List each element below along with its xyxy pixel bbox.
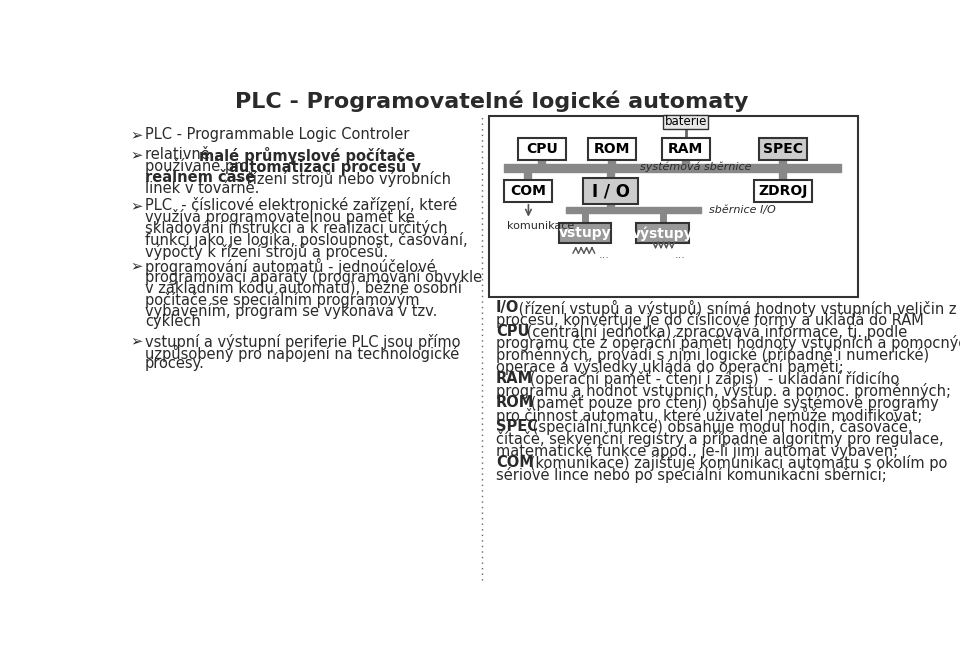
Bar <box>504 180 552 202</box>
Text: I / O: I / O <box>591 182 630 200</box>
Text: komunikace: komunikace <box>507 221 574 231</box>
Text: COM: COM <box>496 455 534 470</box>
Text: programovací aparáty (programování obvykle: programovací aparáty (programování obvyk… <box>145 269 482 285</box>
Bar <box>758 138 806 160</box>
Text: cyklech: cyklech <box>145 314 201 329</box>
Text: systémová sběrnice: systémová sběrnice <box>639 162 751 173</box>
Text: linek v továrně.: linek v továrně. <box>145 181 259 196</box>
Text: čítače, sekvenční registry a případně algoritmy pro regulace,: čítače, sekvenční registry a případně al… <box>496 431 944 447</box>
Text: skladování instrukcí a k realizaci určitých: skladování instrukcí a k realizaci určit… <box>145 220 447 236</box>
Text: operace a výsledky ukládá do operační paměti;: operace a výsledky ukládá do operační pa… <box>496 359 844 375</box>
Text: pro činnost automatu, které uživatel nemůže modifikovat;: pro činnost automatu, které uživatel nem… <box>496 407 923 424</box>
Text: malé průmyslové počítače: malé průmyslové počítače <box>199 147 415 164</box>
Text: (centrální jednotka) zpracovává informace, tj. podle: (centrální jednotka) zpracovává informac… <box>522 324 907 340</box>
Text: ➢: ➢ <box>131 198 143 213</box>
Text: ROM: ROM <box>496 395 535 410</box>
Text: programu čte z operační paměti hodnoty vstupních a pomocných: programu čte z operační paměti hodnoty v… <box>496 336 960 352</box>
Bar <box>518 138 566 160</box>
Bar <box>583 178 638 204</box>
Text: I/O: I/O <box>496 300 519 314</box>
Text: (paměť pouze pro čtení) obsahuje systémové programy: (paměť pouze pro čtení) obsahuje systémo… <box>526 395 938 411</box>
Text: uzpůsobeny pro napojení na technologické: uzpůsobeny pro napojení na technologické <box>145 345 459 361</box>
Text: proměnných, provádí s nimi logické (případně i numerické): proměnných, provádí s nimi logické (příp… <box>496 348 929 363</box>
Text: ➢: ➢ <box>131 127 143 142</box>
Text: CPU: CPU <box>526 142 559 156</box>
Text: výpočty k řízení strojů a procesů.: výpočty k řízení strojů a procesů. <box>145 243 388 260</box>
Text: automatizaci procesů v: automatizaci procesů v <box>228 158 420 175</box>
Bar <box>489 116 858 297</box>
Text: PLC  - číslicové elektronické zařízení, které: PLC - číslicové elektronické zařízení, k… <box>145 198 457 213</box>
Bar <box>588 138 636 160</box>
Text: ➢: ➢ <box>131 334 143 348</box>
Bar <box>663 115 708 128</box>
Text: vstupní a výstupní periferie PLC jsou přímo: vstupní a výstupní periferie PLC jsou př… <box>145 334 460 350</box>
Text: COM: COM <box>511 184 546 198</box>
Text: ZDROJ: ZDROJ <box>758 184 807 198</box>
Text: matematické funkce apod., je-li jimi automat vybaven;: matematické funkce apod., je-li jimi aut… <box>496 443 898 459</box>
Text: PLC - Programmable Logic Controler: PLC - Programmable Logic Controler <box>145 127 409 142</box>
Bar <box>754 180 812 202</box>
Text: reálném čase: reálném čase <box>145 169 255 185</box>
Text: programování automatů - jednoúčelové: programování automatů - jednoúčelové <box>145 258 436 275</box>
Text: RAM: RAM <box>668 142 704 156</box>
Text: relativně: relativně <box>145 147 214 162</box>
Text: (řízení vstupů a výstupů) snímá hodnoty vstupních veličin z: (řízení vstupů a výstupů) snímá hodnoty … <box>514 300 956 316</box>
Bar <box>661 138 709 160</box>
Text: SPEC: SPEC <box>496 419 538 434</box>
Text: (komunikace) zajišťuje komunikaci automatu s okolím po: (komunikace) zajišťuje komunikaci automa… <box>525 455 948 471</box>
Text: počítače se speciálním programovým: počítače se speciálním programovým <box>145 291 420 308</box>
Text: funkcí jako je logika, posloupnost, časování,: funkcí jako je logika, posloupnost, časo… <box>145 232 468 248</box>
Text: procesy.: procesy. <box>145 356 204 371</box>
Text: využívá programovatelnou paměť ke: využívá programovatelnou paměť ke <box>145 209 415 225</box>
Text: procesu, konvertuje je do číslicové formy a ukládá do RAM: procesu, konvertuje je do číslicové form… <box>496 312 924 328</box>
Text: výstupy: výstupy <box>632 226 693 241</box>
Text: ROM: ROM <box>594 142 631 156</box>
Text: vybavením, program se vykonává v tzv.: vybavením, program se vykonává v tzv. <box>145 303 437 318</box>
Text: sběrnice I/O: sběrnice I/O <box>709 205 776 215</box>
Text: vstupy: vstupy <box>559 226 612 240</box>
Bar <box>559 224 612 244</box>
Text: – řízení strojů nebo výrobních: – řízení strojů nebo výrobních <box>230 169 451 187</box>
Text: baterie: baterie <box>664 115 707 128</box>
Text: ...: ... <box>599 250 610 260</box>
Text: (operační paměť - čtení i zápis)  - ukládání řídicího: (operační paměť - čtení i zápis) - uklád… <box>525 371 900 387</box>
Text: sériové lince nebo po speciální komunikační sběrnici;: sériové lince nebo po speciální komunika… <box>496 467 887 483</box>
Text: ...: ... <box>675 250 685 260</box>
Text: používané pro: používané pro <box>145 158 253 174</box>
Text: ➢: ➢ <box>131 147 143 162</box>
Text: v základním kódu automatu), běžné osobní: v základním kódu automatu), běžné osobní <box>145 281 462 296</box>
Text: RAM: RAM <box>496 371 533 386</box>
Bar <box>636 224 689 244</box>
Text: programu a hodnot vstupních, výstup. a pomoc. proměnných;: programu a hodnot vstupních, výstup. a p… <box>496 383 950 399</box>
Text: PLC - Programovatelné logické automaty: PLC - Programovatelné logické automaty <box>235 90 749 112</box>
Text: CPU: CPU <box>496 324 529 338</box>
Text: SPEC: SPEC <box>762 142 803 156</box>
Text: ➢: ➢ <box>131 258 143 273</box>
Text: (speciální funkce) obsahuje modul hodin, časovače,: (speciální funkce) obsahuje modul hodin,… <box>528 419 913 435</box>
